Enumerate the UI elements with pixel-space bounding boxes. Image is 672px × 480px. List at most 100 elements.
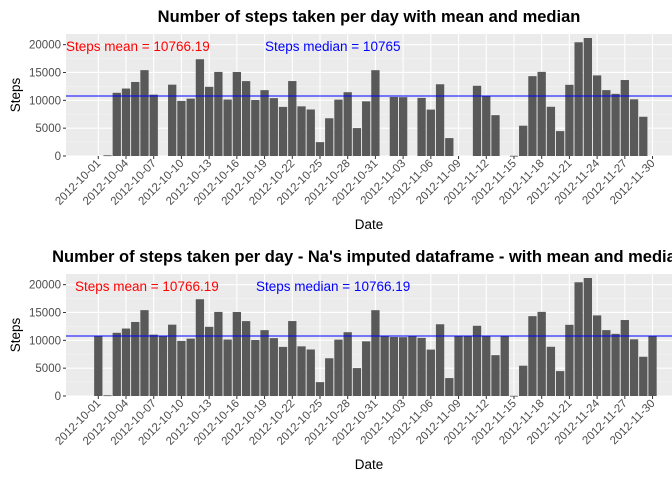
- bar: [445, 378, 454, 396]
- bar: [472, 325, 482, 396]
- bar: [278, 346, 288, 396]
- y-tick-label: 10000: [29, 95, 61, 107]
- bar: [94, 336, 103, 396]
- bar: [140, 70, 149, 156]
- bar: [556, 131, 565, 156]
- bar: [574, 42, 583, 157]
- bar: [519, 125, 528, 156]
- bar: [371, 70, 380, 156]
- y-axis-title: Steps: [8, 317, 23, 352]
- bar: [611, 93, 620, 156]
- bar: [556, 371, 565, 396]
- bar: [362, 341, 371, 396]
- bar: [195, 59, 205, 157]
- y-tick-label: 10000: [29, 335, 61, 347]
- bar: [278, 106, 288, 156]
- bar: [389, 96, 399, 156]
- bar: [251, 100, 260, 156]
- bar: [232, 312, 242, 396]
- bar: [398, 97, 408, 156]
- bar: [168, 84, 177, 156]
- bar: [334, 339, 343, 396]
- bar: [186, 98, 195, 156]
- bar: [528, 316, 537, 396]
- y-tick-label: 20000: [29, 280, 61, 292]
- median-annotation: Steps median = 10765: [265, 39, 400, 54]
- bar: [491, 115, 500, 156]
- bar: [435, 324, 445, 396]
- bar: [131, 321, 140, 396]
- bar: [223, 339, 232, 396]
- bar: [260, 90, 269, 156]
- bar: [639, 116, 648, 156]
- bar: [602, 90, 611, 156]
- bar: [583, 38, 593, 156]
- bar: [121, 88, 131, 156]
- bar: [362, 101, 371, 156]
- bar: [546, 106, 556, 156]
- mean-annotation: Steps mean = 10766.19: [75, 279, 219, 294]
- chart-1: 050001000015000200002012-10-012012-10-04…: [8, 8, 672, 232]
- bar: [121, 328, 131, 396]
- bar: [408, 336, 417, 396]
- bar: [112, 332, 121, 396]
- bar: [454, 336, 463, 396]
- bar: [214, 71, 223, 156]
- x-axis-title: Date: [355, 457, 384, 472]
- bar: [583, 278, 593, 396]
- bar: [131, 81, 140, 156]
- bar: [343, 92, 352, 156]
- bar: [546, 346, 556, 396]
- y-tick-label: 15000: [29, 67, 61, 79]
- bar: [491, 355, 500, 396]
- bar: [528, 76, 537, 156]
- bar: [288, 321, 297, 396]
- bar: [306, 109, 315, 156]
- bar: [352, 128, 362, 156]
- bar: [592, 75, 602, 156]
- bar: [648, 336, 657, 396]
- bar: [565, 84, 574, 156]
- bar: [204, 86, 214, 156]
- bar: [574, 282, 583, 396]
- bar: [629, 339, 639, 396]
- bar: [500, 336, 509, 396]
- bar: [103, 155, 112, 157]
- bar: [519, 365, 528, 396]
- bar: [168, 324, 177, 396]
- chart-title: Number of steps taken per day - Na's imp…: [52, 248, 672, 266]
- y-tick-label: 20000: [29, 40, 61, 52]
- bar: [260, 330, 269, 396]
- bar: [435, 84, 445, 156]
- bar: [186, 338, 195, 396]
- bar: [306, 349, 315, 396]
- bar: [389, 336, 399, 396]
- bar: [158, 336, 168, 396]
- bar: [463, 336, 472, 396]
- bar: [352, 368, 362, 396]
- y-tick-label: 0: [55, 391, 61, 403]
- bar: [482, 336, 491, 396]
- bar: [325, 118, 334, 156]
- bar: [195, 299, 205, 396]
- bar: [232, 72, 242, 156]
- bar: [214, 311, 223, 396]
- bar: [241, 321, 251, 396]
- chart-2: 050001000015000200002012-10-012012-10-04…: [8, 248, 672, 472]
- bar: [472, 85, 482, 156]
- bar: [325, 358, 334, 396]
- x-axis-title: Date: [355, 217, 384, 232]
- bar: [288, 81, 297, 156]
- bar: [149, 94, 158, 156]
- median-annotation: Steps median = 10766.19: [256, 279, 410, 294]
- bar: [177, 340, 186, 396]
- bar: [620, 320, 629, 396]
- bar: [241, 81, 251, 156]
- bar: [537, 311, 546, 396]
- bar: [334, 99, 343, 156]
- mean-annotation: Steps mean = 10766.19: [66, 39, 210, 54]
- y-tick-label: 5000: [35, 123, 61, 135]
- bar: [565, 324, 574, 396]
- bar: [620, 80, 629, 156]
